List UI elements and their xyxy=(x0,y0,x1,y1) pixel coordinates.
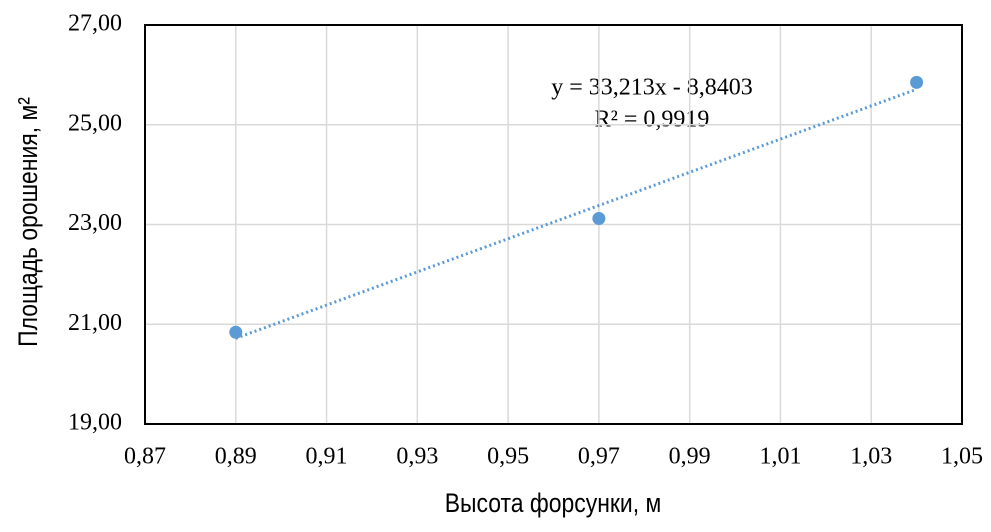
data-point xyxy=(592,212,606,226)
x-tick-label: 1,01 xyxy=(759,444,801,470)
data-point xyxy=(910,75,924,89)
y-tick-label: 27,00 xyxy=(68,11,122,37)
x-tick-label: 1,05 xyxy=(941,444,983,470)
y-tick-label: 21,00 xyxy=(68,310,122,336)
x-tick-label: 0,93 xyxy=(396,444,438,470)
x-tick-label: 0,99 xyxy=(669,444,711,470)
plot-border xyxy=(144,24,963,425)
trendline-equation: y = 33,213x - 8,8403 xyxy=(551,75,753,101)
y-tick-label: 23,00 xyxy=(68,210,122,236)
y-axis-title: Площадь орошения, м² xyxy=(13,97,43,347)
y-tick-label: 19,00 xyxy=(68,410,122,436)
x-tick-label: 0,95 xyxy=(487,444,529,470)
x-tick-label: 0,89 xyxy=(215,444,257,470)
y-tick-label: 25,00 xyxy=(68,110,122,136)
x-tick-label: 0,87 xyxy=(124,444,166,470)
x-tick-label: 0,97 xyxy=(578,444,620,470)
trendline xyxy=(235,87,918,340)
data-point xyxy=(229,325,243,339)
r-squared: R² = 0,9919 xyxy=(595,107,710,133)
x-tick-label: 0,91 xyxy=(306,444,348,470)
x-axis-title: Высота форсунки, м xyxy=(445,488,662,518)
x-tick-label: 1,03 xyxy=(850,444,892,470)
